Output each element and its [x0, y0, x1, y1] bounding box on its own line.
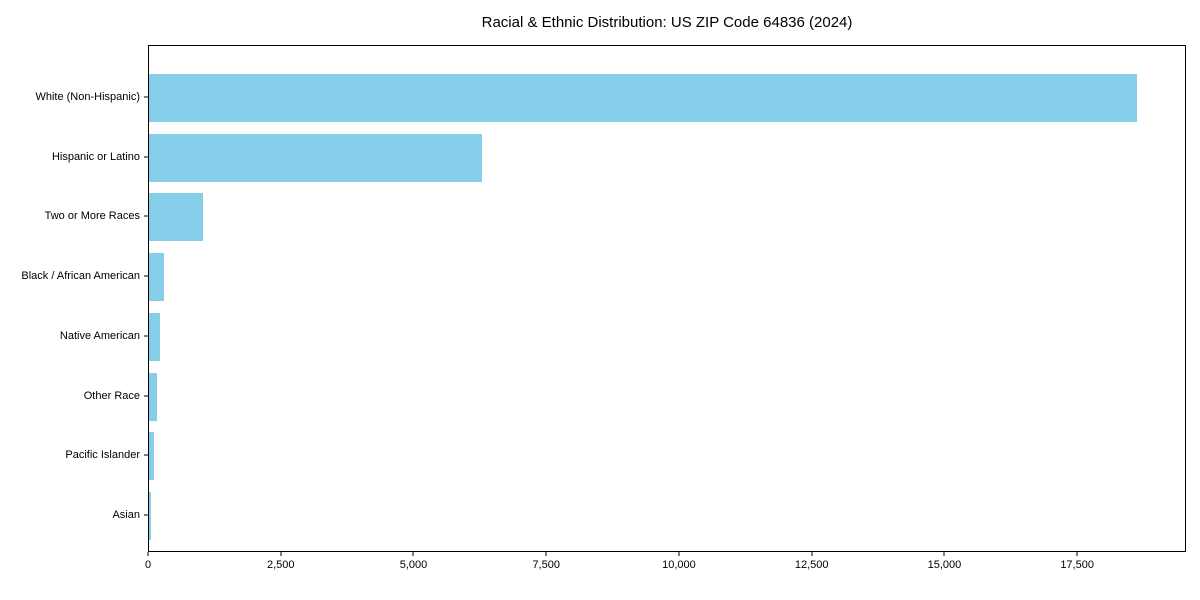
- y-axis-label: Other Race: [83, 389, 140, 402]
- y-axis-label: Asian: [112, 509, 140, 521]
- y-tick-mark: [144, 215, 148, 217]
- x-tick-label: 0: [144, 559, 152, 571]
- bar-other-race: [149, 372, 158, 421]
- bar-asian: [149, 492, 152, 540]
- y-axis-label: Black / African American: [21, 270, 140, 283]
- x-tick-label: 17,500: [1060, 559, 1094, 571]
- x-tick-mark: [280, 552, 282, 556]
- y-axis-label: Pacific Islander: [65, 449, 140, 462]
- y-axis-label: Two or More Races: [44, 210, 140, 223]
- x-tick-mark: [147, 552, 149, 556]
- y-axis-label: White (Non-Hispanic): [35, 91, 140, 103]
- x-tick-label: 10,000: [662, 559, 696, 571]
- y-tick-mark: [144, 275, 148, 277]
- y-tick-mark: [144, 96, 148, 98]
- x-tick-mark: [412, 552, 414, 556]
- plot-area: [148, 45, 1186, 552]
- x-tick-label: 2,500: [266, 559, 295, 571]
- y-tick-mark: [144, 454, 148, 456]
- y-tick-mark: [144, 514, 148, 516]
- x-tick-label: 5,000: [399, 559, 428, 571]
- y-tick-mark: [144, 156, 148, 158]
- bar-pacific-islander: [149, 432, 154, 481]
- bar-two-or-more-races: [149, 193, 203, 242]
- bar-hispanic-or-latino: [149, 133, 483, 182]
- x-tick-mark: [545, 552, 547, 556]
- x-tick-mark: [943, 552, 945, 556]
- x-tick-mark: [678, 552, 680, 556]
- y-axis-label: Hispanic or Latino: [51, 150, 140, 163]
- y-tick-mark: [144, 335, 148, 337]
- y-axis-label: Native American: [59, 329, 140, 342]
- x-tick-mark: [811, 552, 813, 556]
- chart-title: Racial & Ethnic Distribution: US ZIP Cod…: [481, 14, 853, 31]
- x-tick-label: 7,500: [532, 559, 560, 571]
- x-tick-label: 12,500: [794, 559, 829, 571]
- x-tick-mark: [1076, 552, 1078, 556]
- y-tick-mark: [144, 395, 148, 397]
- bar-native-american: [149, 312, 161, 361]
- bar-white-non-hispanic: [149, 74, 1137, 122]
- x-tick-label: 15,000: [927, 559, 962, 571]
- bar-black-african-american: [149, 253, 164, 302]
